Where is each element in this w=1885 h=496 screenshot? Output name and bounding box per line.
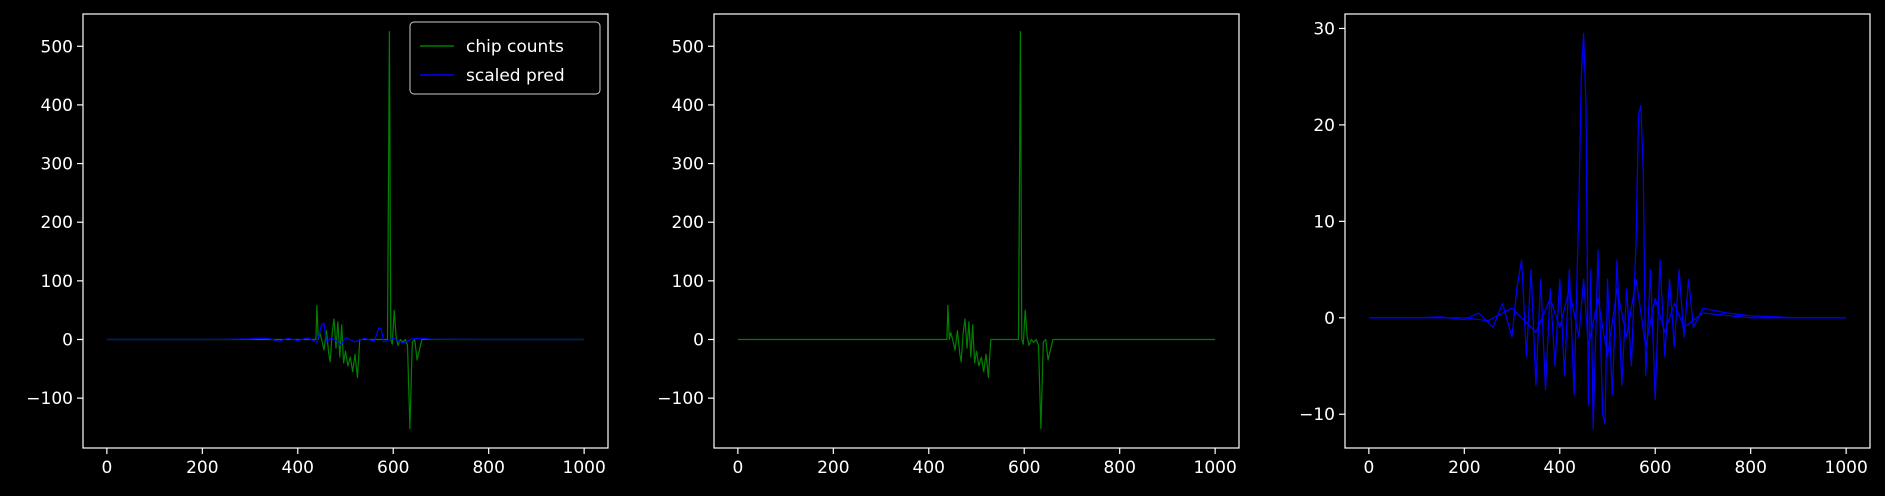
y-tick-label: 20 (1313, 116, 1335, 136)
axes-frame (1344, 13, 1871, 449)
series-line-scaled-pred (106, 322, 585, 346)
legend-entry: chip counts (466, 37, 564, 57)
x-tick-label: 0 (1363, 458, 1374, 478)
x-tick-label: 200 (817, 458, 849, 478)
plot-area (1345, 14, 1870, 448)
x-tick-label: 400 (1544, 458, 1576, 478)
x-tick-label: 600 (377, 458, 409, 478)
series-line-1 (737, 31, 1216, 430)
axes-frame (82, 13, 609, 449)
legend-entry: scaled pred (466, 66, 565, 86)
x-tick-label: 200 (186, 458, 218, 478)
chart-panel-2: 0 200 400 600 800 1000 −100 0 100 200 300 400 500 (657, 13, 1240, 478)
series-line-2 (1368, 278, 1847, 357)
x-tick-label: 600 (1008, 458, 1040, 478)
y-tick-label: 0 (693, 331, 704, 351)
y-tick-label: −100 (26, 389, 73, 409)
legend: chip counts scaled pred (409, 21, 601, 95)
y-tick-label: 300 (41, 155, 73, 175)
y-tick-label: 100 (672, 272, 704, 292)
y-tick-label: 400 (672, 96, 704, 116)
y-tick-label: 500 (672, 37, 704, 57)
x-tick-label: 200 (1448, 458, 1480, 478)
y-tick-label: 200 (41, 213, 73, 233)
y-tick-label: 30 (1313, 19, 1335, 39)
chart-panel-1: 0 200 400 600 800 1000 −100 0 100 200 300 400 500 chi… (26, 13, 609, 478)
y-tick-label: −100 (657, 389, 704, 409)
x-tick-label: 1000 (1194, 458, 1237, 478)
x-tick-label: 800 (1103, 458, 1135, 478)
series-line-1 (1368, 32, 1847, 430)
x-tick-label: 0 (101, 458, 112, 478)
x-tick-label: 1000 (1825, 458, 1868, 478)
x-tick-label: 400 (913, 458, 945, 478)
chart-panel-3: 0 200 400 600 800 1000 −10 0 10 20 30 (1299, 13, 1871, 478)
y-tick-label: 400 (41, 96, 73, 116)
y-tick-label: −10 (1299, 405, 1335, 425)
x-tick-label: 600 (1639, 458, 1671, 478)
y-tick-label: 10 (1313, 212, 1335, 232)
axes-frame (713, 13, 1240, 449)
y-tick-label: 0 (1324, 309, 1335, 329)
x-tick-label: 0 (732, 458, 743, 478)
y-tick-label: 100 (41, 272, 73, 292)
y-tick-label: 300 (672, 155, 704, 175)
x-tick-label: 800 (1734, 458, 1766, 478)
legend-box (409, 21, 601, 95)
y-tick-label: 500 (41, 37, 73, 57)
x-tick-label: 800 (472, 458, 504, 478)
y-tick-label: 200 (672, 213, 704, 233)
y-tick-label: 0 (62, 331, 73, 351)
x-tick-label: 1000 (563, 458, 606, 478)
plot-area (714, 14, 1239, 448)
x-tick-label: 400 (282, 458, 314, 478)
